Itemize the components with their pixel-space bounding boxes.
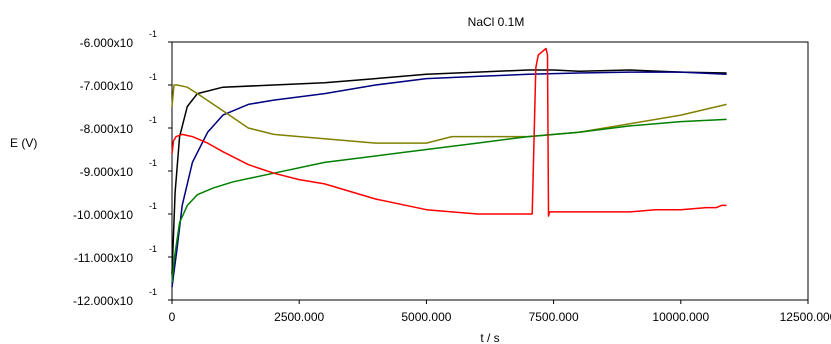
x-axis-label: t / s [480, 331, 499, 344]
series-line-2 [171, 71, 727, 288]
y-tick-label: -11.000x10 [74, 251, 133, 265]
x-tick-label: 10000.000 [652, 310, 709, 324]
y-tick-exponent: -1 [149, 287, 157, 297]
y-tick-label: -6.000x10 [80, 36, 134, 50]
x-tick-label: 0 [169, 310, 176, 324]
x-tick-label: 5000.000 [401, 310, 451, 324]
y-tick-exponent: -1 [149, 29, 157, 39]
series-line-1 [171, 69, 727, 275]
y-tick-exponent: -1 [149, 115, 157, 125]
y-tick-exponent: -1 [149, 201, 157, 211]
y-tick-label: -8.000x10 [80, 122, 134, 136]
y-tick-label: -12.000x10 [73, 294, 133, 308]
y-tick-exponent: -1 [149, 72, 157, 82]
series-line-5 [171, 47, 727, 217]
y-tick-exponent: -1 [149, 158, 157, 168]
series-line-3 [171, 84, 727, 144]
chart-title: NaCl 0.1M [468, 15, 525, 29]
x-tick-label: 7500.000 [529, 310, 579, 324]
y-axis-label: E (V) [10, 136, 37, 150]
y-tick-exponent: -1 [149, 244, 157, 254]
y-tick-label: -7.000x10 [80, 79, 134, 93]
y-tick-label: -10.000x10 [73, 208, 133, 222]
y-tick-label: -9.000x10 [80, 165, 134, 179]
x-tick-label: 12500.000 [780, 310, 831, 324]
x-tick-label: 2500.000 [274, 310, 324, 324]
series-line-4 [171, 118, 727, 283]
